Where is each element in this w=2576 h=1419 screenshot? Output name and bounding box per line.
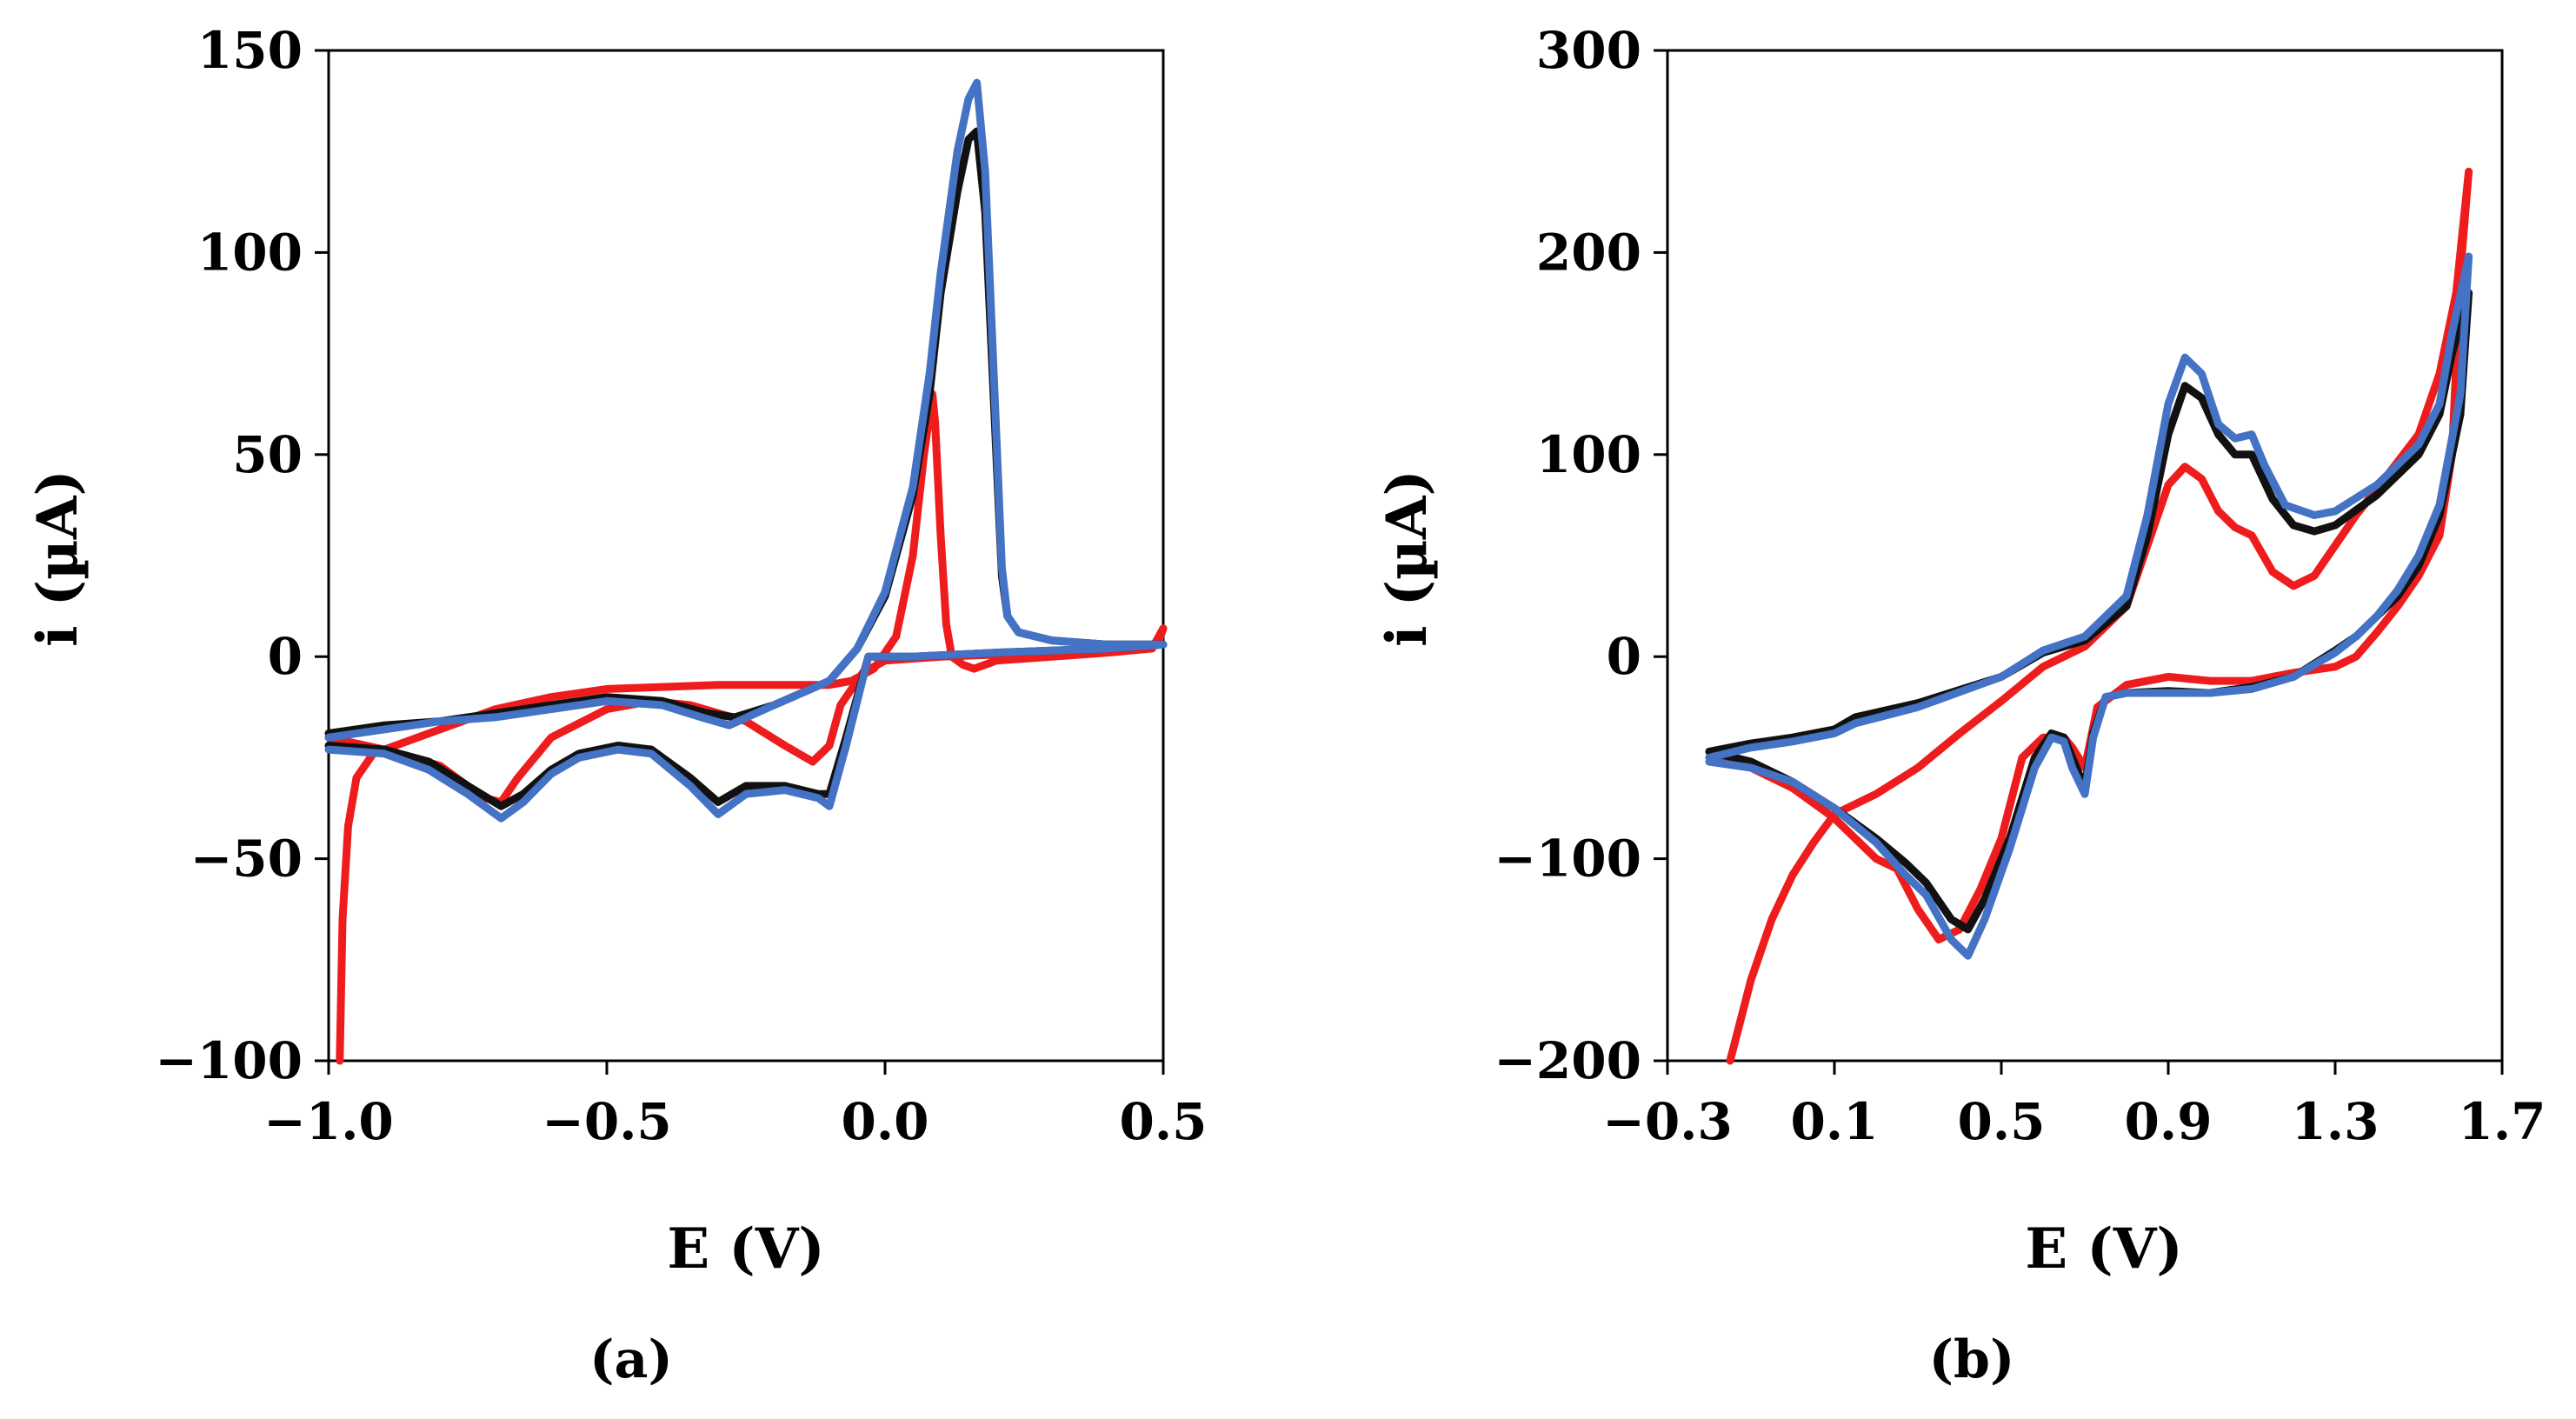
- panel-b: i (µA) E (V) (b) −0.3 0.1 0.5 0.9 1.3 1.7 −200…: [1375, 21, 2546, 1390]
- panel-b-xlabel: E (V): [2025, 1216, 2182, 1282]
- panel-b-xtick-label: 0.1: [1791, 1092, 1879, 1151]
- panel-b-xtick-label: 0.9: [2125, 1092, 2213, 1151]
- panel-a-series-red: [324, 390, 1168, 1065]
- panel-b-xtick-label: −0.3: [1602, 1092, 1733, 1151]
- panel-a-ytick-label: 150: [197, 21, 303, 80]
- panel-a-xlabel: E (V): [667, 1216, 824, 1282]
- panel-a-ylabel: i (µA): [25, 470, 90, 647]
- panel-b-ytick-label: 200: [1536, 223, 1641, 282]
- panel-a-xtick-label: 0.5: [1120, 1092, 1208, 1151]
- panel-a: i (µA) E (V) (a) −1.0 −0.5 0.0 0.5 −100 −50 0 5…: [25, 21, 1207, 1390]
- panel-b-ytick-label: 300: [1536, 21, 1641, 80]
- panel-b-plot-frame: [1666, 49, 2504, 1063]
- panel-b-xtick-label: 1.3: [2292, 1092, 2380, 1151]
- panel-a-ytick-label: 50: [232, 425, 303, 484]
- panel-a-series-blue: [324, 78, 1168, 823]
- panel-a-ytick-label: −100: [155, 1031, 303, 1090]
- panel-a-ytick-label: 100: [197, 223, 303, 282]
- panel-b-xtick-label: 0.5: [1958, 1092, 2046, 1151]
- panel-a-series-black: [324, 127, 1168, 810]
- panel-b-series-blue: [1705, 252, 2473, 960]
- panel-b-series-red: [1705, 167, 2473, 1065]
- panel-a-xtick-label: 0.0: [842, 1092, 929, 1151]
- panel-a-plot-frame: [327, 49, 1165, 1063]
- panel-a-xtick-label: −1.0: [263, 1092, 394, 1151]
- panel-a-label: (a): [589, 1329, 673, 1390]
- panel-b-ytick-label: −200: [1494, 1031, 1641, 1090]
- panel-b-ytick-label: 100: [1536, 425, 1641, 484]
- panel-b-xtick-label: 1.7: [2459, 1092, 2546, 1151]
- panel-b-label: (b): [1929, 1329, 2015, 1390]
- panel-a-xtick-label: −0.5: [542, 1092, 672, 1151]
- panel-b-ytick-label: −100: [1494, 829, 1641, 889]
- panel-a-ytick-label: 0: [268, 627, 303, 686]
- panel-b-ytick-label: 0: [1607, 627, 1641, 686]
- panel-b-ylabel: i (µA): [1375, 470, 1440, 647]
- panel-a-ytick-label: −50: [190, 829, 303, 889]
